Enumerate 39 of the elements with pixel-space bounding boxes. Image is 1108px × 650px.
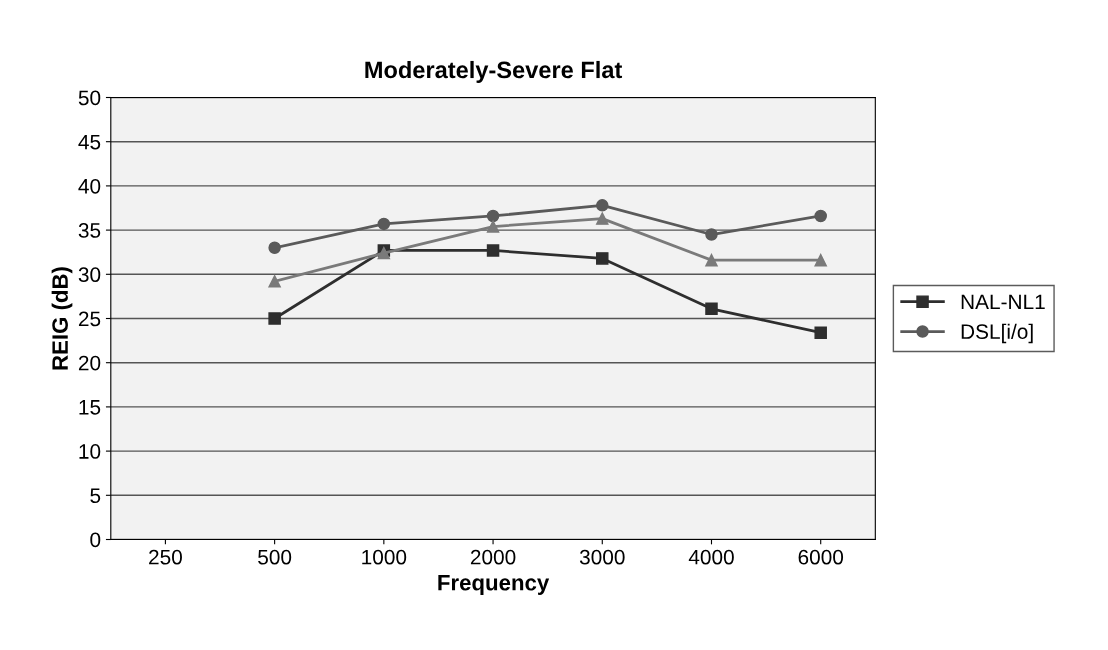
- point: [268, 312, 281, 325]
- point: [596, 199, 609, 212]
- y-tick-label: 10: [79, 444, 101, 459]
- y-tick-label: 40: [78, 178, 101, 194]
- point: [268, 241, 281, 255]
- point: [814, 209, 827, 223]
- x-tick-label: 2000: [470, 549, 516, 565]
- point: [486, 220, 500, 233]
- legend-label: NAL-NL1: [961, 294, 1045, 309]
- point: [596, 212, 609, 225]
- legend-label: DSL[i/o]: [961, 323, 1033, 344]
- y-tick-label: 5: [90, 488, 101, 504]
- y-tick-label: 15: [79, 400, 101, 415]
- y-tick-label: 20: [78, 355, 101, 371]
- x-tick-label: 4000: [688, 549, 734, 565]
- point: [705, 302, 718, 316]
- point: [705, 228, 718, 241]
- y-tick-label: 35: [78, 223, 101, 238]
- point: [377, 217, 391, 231]
- x-tick-label: 3000: [579, 549, 625, 565]
- point: [486, 244, 500, 257]
- x-tick-label: 1000: [362, 549, 407, 565]
- chart-title: Moderately-Severe Flat: [365, 60, 623, 83]
- y-tick-label: 25: [78, 311, 101, 327]
- y-tick-label: 50: [78, 90, 101, 106]
- point: [596, 252, 609, 265]
- point: [486, 209, 500, 223]
- x-tick-label: 6000: [798, 549, 844, 565]
- x-tick-label: 250: [149, 549, 182, 565]
- y-tick-label: 45: [78, 134, 101, 150]
- x-axis-title: Frequency: [438, 575, 550, 595]
- y-tick-label: 30: [78, 267, 101, 283]
- point: [814, 326, 827, 339]
- point: [268, 275, 281, 288]
- point: [705, 253, 718, 267]
- y-tick-label: 0: [90, 532, 101, 548]
- point: [814, 253, 827, 267]
- x-tick-label: 500: [258, 549, 292, 565]
- y-axis-title: REIG (dB): [51, 267, 73, 370]
